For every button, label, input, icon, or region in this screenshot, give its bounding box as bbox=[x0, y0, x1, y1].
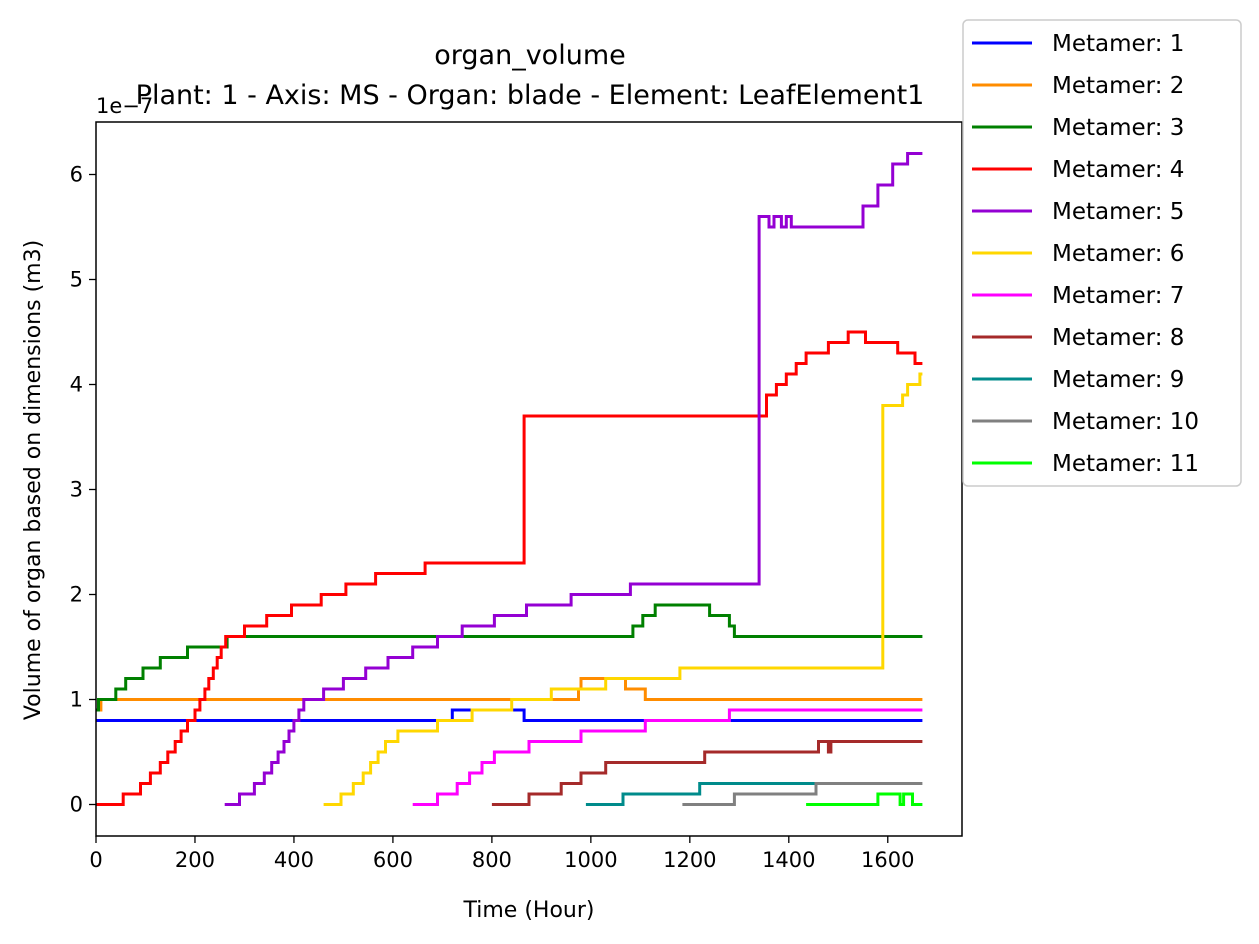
series-line-1 bbox=[96, 708, 923, 722]
legend-items: Metamer: 1 Metamer: 2 Metamer: 3 Metamer: 4… bbox=[972, 31, 1199, 477]
x-tick-label: 1200 bbox=[663, 848, 716, 872]
y-tick-label: 5 bbox=[70, 268, 83, 292]
legend-label-8: Metamer: 8 bbox=[1052, 325, 1184, 351]
x-tick-label: 800 bbox=[472, 848, 512, 872]
series-line-11 bbox=[806, 792, 923, 806]
legend-label-4: Metamer: 4 bbox=[1052, 157, 1184, 183]
y-offset-text: 1e−7 bbox=[96, 94, 153, 118]
y-tick-label: 4 bbox=[70, 373, 83, 397]
x-tick-label: 1000 bbox=[564, 848, 617, 872]
series-line-5 bbox=[224, 152, 923, 806]
series-line-6 bbox=[323, 372, 923, 806]
series-line-4 bbox=[96, 330, 923, 806]
legend-frame bbox=[962, 19, 1242, 487]
legend: Metamer: 1 Metamer: 2 Metamer: 3 Metamer: 4… bbox=[962, 19, 1242, 487]
series-line-10 bbox=[682, 782, 923, 806]
series-line-2 bbox=[96, 677, 923, 712]
x-tick-label: 400 bbox=[274, 848, 314, 872]
x-tick-label: 1600 bbox=[861, 848, 914, 872]
y-tick-label: 6 bbox=[70, 163, 83, 187]
legend-label-6: Metamer: 6 bbox=[1052, 241, 1184, 267]
legend-label-1: Metamer: 1 bbox=[1052, 31, 1184, 57]
chart-title: organ_volume bbox=[434, 40, 625, 71]
x-tick-label: 600 bbox=[373, 848, 413, 872]
x-axis-label: Time (Hour) bbox=[463, 898, 595, 923]
y-tick-label: 1 bbox=[70, 688, 83, 712]
y-tick-label: 3 bbox=[70, 478, 83, 502]
y-tick-label: 2 bbox=[70, 583, 83, 607]
legend-label-9: Metamer: 9 bbox=[1052, 367, 1184, 393]
x-tick-label: 200 bbox=[175, 848, 215, 872]
series-line-7 bbox=[412, 708, 923, 806]
y-axis-ticks: 0 1 2 3 4 5 6 bbox=[70, 163, 96, 817]
legend-label-7: Metamer: 7 bbox=[1052, 283, 1184, 309]
plot-frame bbox=[95, 121, 963, 837]
series-line-8 bbox=[491, 740, 923, 806]
y-tick-label: 0 bbox=[70, 793, 83, 817]
y-axis-label: Volume of organ based on dimensions (m3) bbox=[21, 240, 46, 720]
legend-label-5: Metamer: 5 bbox=[1052, 199, 1184, 225]
legend-label-11: Metamer: 11 bbox=[1052, 451, 1199, 477]
chart-subtitle: Plant: 1 - Axis: MS - Organ: blade - Ele… bbox=[136, 80, 925, 111]
x-tick-label: 0 bbox=[89, 848, 102, 872]
legend-label-2: Metamer: 2 bbox=[1052, 73, 1184, 99]
x-axis-ticks: 0 200 400 600 800 1000 1200 1400 1600 bbox=[89, 836, 914, 872]
x-tick-label: 1400 bbox=[762, 848, 815, 872]
legend-label-10: Metamer: 10 bbox=[1052, 409, 1199, 435]
series-line-9 bbox=[585, 782, 819, 806]
series-layer bbox=[96, 152, 923, 806]
legend-label-3: Metamer: 3 bbox=[1052, 115, 1184, 141]
